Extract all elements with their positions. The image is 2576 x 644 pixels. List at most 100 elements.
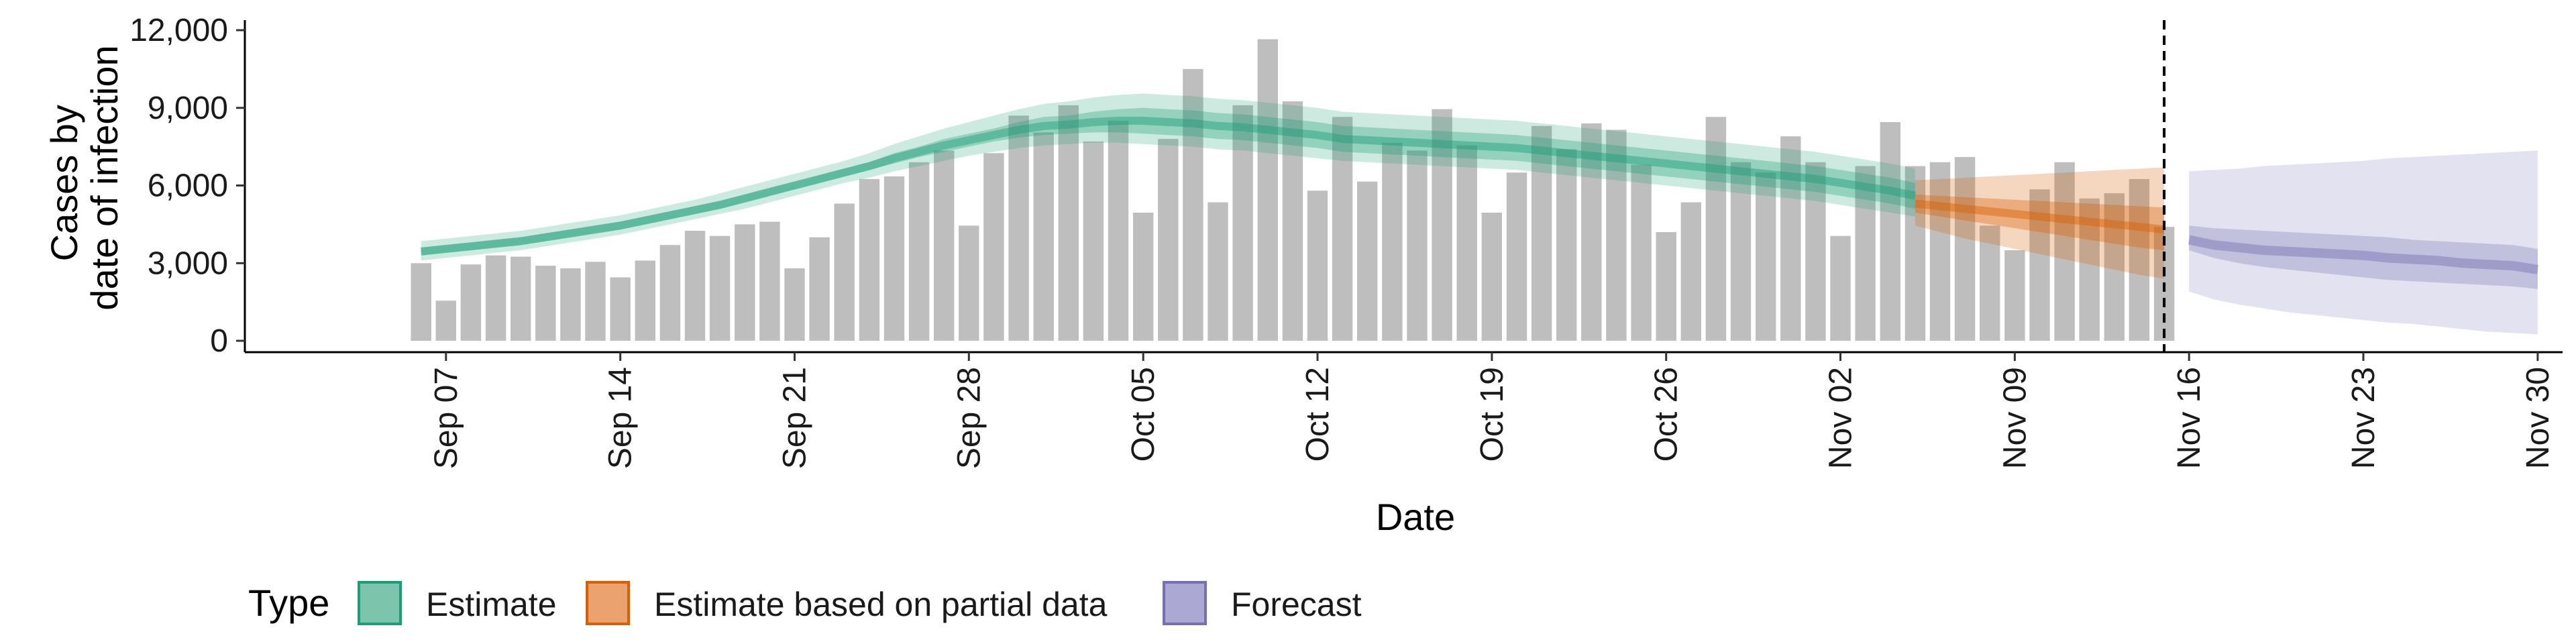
bar	[735, 224, 755, 341]
bar	[560, 268, 581, 341]
y-tick-label: 3,000	[148, 246, 228, 281]
bar	[1705, 117, 1727, 341]
bar	[684, 231, 706, 341]
x-tick-label: Sep 14	[603, 367, 639, 469]
bar	[460, 264, 482, 341]
bar	[1108, 121, 1129, 341]
bar	[2054, 162, 2075, 341]
bar	[759, 221, 780, 341]
bar	[485, 255, 506, 341]
legend-swatch	[1163, 581, 1207, 625]
x-tick-label: Oct 12	[1300, 367, 1336, 462]
bar	[610, 277, 631, 341]
bar	[1456, 145, 1477, 341]
bar	[983, 153, 1004, 341]
bar	[2104, 193, 2125, 341]
bar	[635, 260, 655, 341]
x-tick-label: Sep 28	[951, 367, 987, 469]
plot-area	[411, 20, 2538, 352]
bar	[809, 237, 830, 341]
forecast-outer-band	[2189, 150, 2538, 335]
bar	[1481, 213, 1502, 341]
bar	[1058, 105, 1079, 341]
legend: Type Estimate Estimate based on partial d…	[248, 581, 1362, 625]
forecast-inner-band	[2189, 225, 2538, 289]
legend-entry-label: Estimate	[426, 586, 557, 623]
legend-entry-label: Estimate based on partial data	[654, 586, 1108, 623]
bar	[1606, 129, 1627, 341]
bar	[1880, 122, 1900, 341]
bar	[1855, 166, 1876, 341]
bar	[1083, 141, 1104, 341]
partial-median-line	[1915, 199, 2165, 234]
x-tick-label: Sep 07	[429, 367, 464, 469]
bar	[1929, 162, 1951, 341]
bar	[1033, 132, 1054, 341]
y-axis-title-line-1: Cases by	[43, 105, 85, 261]
legend-swatch	[586, 581, 630, 625]
bar	[435, 301, 456, 341]
forecast-median-line	[2188, 235, 2538, 274]
y-tick-label: 9,000	[148, 91, 228, 126]
y-tick-label: 12,000	[129, 13, 228, 48]
bar	[1133, 213, 1154, 341]
bar	[1506, 172, 1527, 341]
bar	[1232, 105, 1253, 341]
y-axis-title: Cases by date of infection	[43, 45, 125, 310]
x-tick-label: Nov 30	[2520, 367, 2556, 469]
bar	[1980, 225, 2000, 341]
bar	[709, 235, 731, 341]
bar	[1830, 235, 1851, 341]
bar	[1954, 157, 1976, 341]
legend-title: Type	[248, 582, 329, 624]
bar	[2004, 250, 2025, 341]
bar	[1008, 115, 1029, 341]
bar	[1183, 68, 1203, 341]
bar	[411, 263, 431, 341]
x-axis-title: Date	[1376, 496, 1455, 538]
bar	[1432, 109, 1452, 341]
bar	[1631, 164, 1652, 341]
bar	[883, 176, 905, 341]
bar	[1332, 117, 1353, 341]
y-tick-label: 6,000	[148, 168, 228, 204]
bar	[511, 256, 531, 341]
bar	[2029, 189, 2050, 341]
legend-swatch	[358, 581, 402, 625]
x-tick-label: Nov 02	[1823, 367, 1859, 469]
bar	[1158, 139, 1179, 341]
estimate-inner-band	[421, 107, 1915, 256]
axes: 0 3,000 6,000 9,000 12,000 Sep 07 Sep 14 Sep 21…	[129, 13, 2563, 469]
bar	[1257, 39, 1278, 341]
bar	[959, 225, 979, 341]
legend-entries: Estimate Estimate based on partial data Fo…	[358, 581, 1362, 625]
partial-outer-band	[1915, 167, 2165, 279]
bar	[1531, 125, 1552, 341]
x-tick-label: Oct 19	[1474, 367, 1510, 462]
x-tick-label: Oct 26	[1649, 367, 1684, 462]
bar	[784, 268, 805, 341]
x-tick-label: Sep 21	[777, 367, 813, 469]
bar	[1382, 142, 1403, 341]
bar	[1680, 202, 1701, 341]
x-tick-label: Oct 05	[1126, 367, 1161, 462]
bar	[1656, 232, 1676, 341]
y-tick-label: 0	[210, 323, 228, 359]
bar	[934, 150, 955, 341]
bar	[1208, 202, 1228, 341]
x-tick-label: Nov 16	[2171, 367, 2207, 469]
bar	[535, 266, 556, 341]
bar	[2079, 198, 2100, 341]
bar	[1556, 149, 1577, 341]
bar	[1581, 123, 1602, 341]
y-axis-title-line-2: date of infection	[83, 45, 125, 310]
bar	[1282, 101, 1303, 341]
bar	[908, 162, 930, 341]
bar	[1756, 172, 1776, 341]
bar	[1780, 136, 1801, 341]
estimate-median-line	[421, 117, 1917, 256]
bar	[1805, 162, 1826, 341]
bar	[1307, 191, 1328, 341]
legend-entry-label: Forecast	[1231, 586, 1362, 623]
